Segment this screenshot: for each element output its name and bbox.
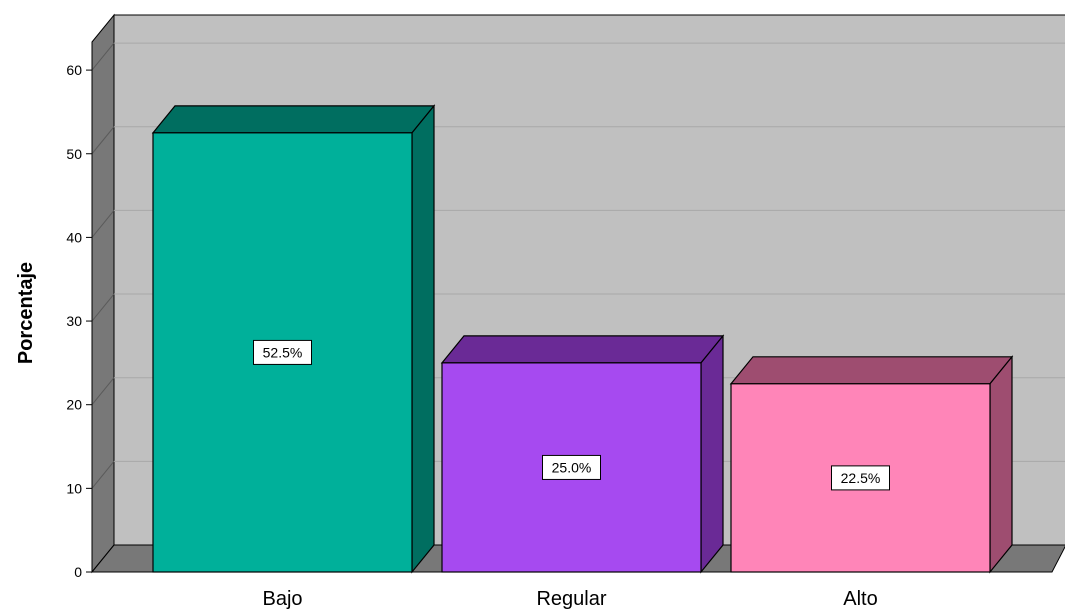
y-axis: 0 10 20 30 40 50 60 xyxy=(66,42,93,580)
y-tick-label: 50 xyxy=(66,146,82,162)
bar-side xyxy=(989,355,1013,574)
bars: 52.5% 25.0% 22.5% xyxy=(151,104,1014,574)
gridline-side xyxy=(91,126,115,155)
bar-top xyxy=(729,356,1014,385)
gridline-side xyxy=(91,377,115,406)
bar-alto: 22.5% xyxy=(729,355,1014,574)
gridline-side xyxy=(91,210,115,238)
bar-top xyxy=(151,105,436,134)
data-label-box xyxy=(542,454,601,480)
side-wall xyxy=(91,13,115,574)
data-label-box xyxy=(253,339,312,365)
x-tick-label: Bajo xyxy=(262,588,302,610)
gridline-side xyxy=(91,461,115,489)
bar-top xyxy=(440,335,725,364)
x-tick-label: Alto xyxy=(843,588,877,610)
y-tick-label: 60 xyxy=(66,62,82,78)
y-tick-label: 30 xyxy=(66,313,82,329)
y-tick-label: 40 xyxy=(66,229,82,245)
y-axis-title: Porcentaje xyxy=(15,262,37,364)
bar-side xyxy=(411,104,435,574)
bar-regular: 25.0% xyxy=(440,334,725,574)
data-label: 52.5% xyxy=(263,344,303,360)
x-axis: Bajo Regular Alto xyxy=(92,571,1052,610)
y-tick-label: 10 xyxy=(66,480,82,496)
bar-bajo: 52.5% xyxy=(151,104,436,574)
bar-side xyxy=(700,334,724,574)
gridline-side xyxy=(91,293,115,322)
y-tick-label: 0 xyxy=(74,564,82,580)
gridline-side xyxy=(91,42,115,71)
data-label-box xyxy=(831,465,890,491)
data-label: 25.0% xyxy=(552,459,592,475)
data-label: 22.5% xyxy=(841,470,881,486)
x-tick-label: Regular xyxy=(536,588,606,610)
y-tick-label: 20 xyxy=(66,397,82,413)
